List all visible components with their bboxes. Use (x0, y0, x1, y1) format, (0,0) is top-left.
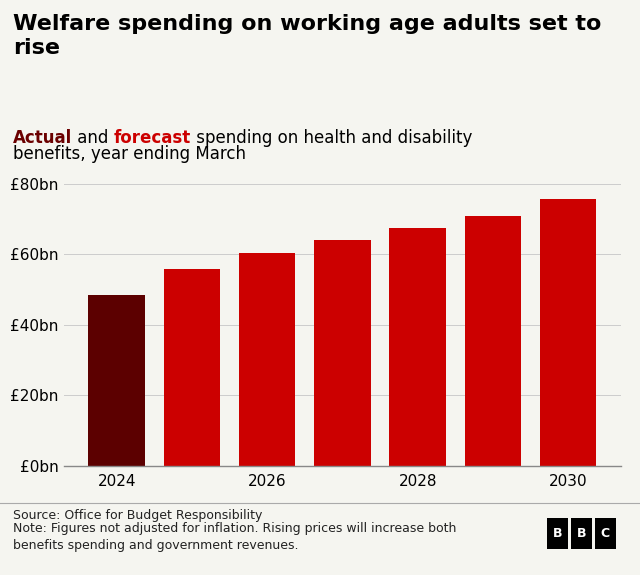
Text: B: B (577, 527, 586, 540)
Text: and: and (72, 129, 114, 147)
Text: Source: Office for Budget Responsibility: Source: Office for Budget Responsibility (13, 509, 262, 522)
Bar (239, 252, 296, 466)
Bar (465, 216, 521, 466)
Text: forecast: forecast (114, 129, 191, 147)
Text: Welfare spending on working age adults set to
rise: Welfare spending on working age adults s… (13, 14, 601, 58)
Bar (314, 240, 371, 466)
Bar (389, 228, 446, 466)
Text: spending on health and disability: spending on health and disability (191, 129, 472, 147)
Bar (540, 199, 596, 466)
Text: benefits, year ending March: benefits, year ending March (13, 145, 246, 163)
Text: Note: Figures not adjusted for inflation. Rising prices will increase both
benef: Note: Figures not adjusted for inflation… (13, 522, 456, 552)
Bar (164, 269, 220, 466)
Text: B: B (553, 527, 563, 540)
Text: C: C (600, 527, 610, 540)
Bar (88, 295, 145, 466)
Text: Actual: Actual (13, 129, 72, 147)
